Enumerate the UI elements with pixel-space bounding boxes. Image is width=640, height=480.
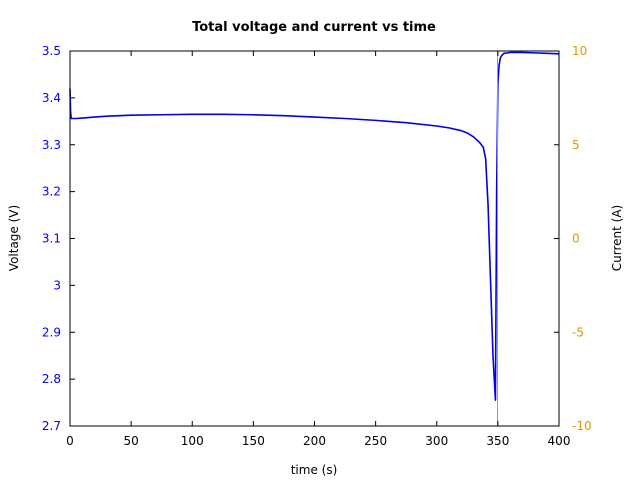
- x-tick-label: 0: [66, 434, 74, 448]
- left-y-ticks: 2.7 2.8 2.9 3 3.1 3.2 3.3 3.4 3.5: [42, 44, 75, 433]
- left-y-axis-label: Voltage (V): [7, 205, 21, 271]
- right-y-tick-label: 10: [572, 44, 587, 58]
- left-y-tick-label: 3.5: [42, 44, 61, 58]
- x-ticks: 0 50 100 150 200 250 300 350 400: [66, 51, 570, 448]
- x-tick-label: 150: [242, 434, 265, 448]
- left-y-tick-label: 2.9: [42, 325, 61, 339]
- right-y-tick-label: -5: [572, 325, 584, 339]
- x-tick-label: 350: [486, 434, 509, 448]
- plot-frame: [69, 50, 560, 427]
- x-tick-label: 100: [181, 434, 204, 448]
- left-y-tick-label: 3: [53, 278, 61, 292]
- left-y-tick-label: 2.8: [42, 372, 61, 386]
- right-y-ticks: -10 -5 0 5 10: [554, 44, 592, 433]
- left-y-tick-label: 3.2: [42, 185, 61, 199]
- x-tick-label: 300: [425, 434, 448, 448]
- x-axis-label: time (s): [291, 463, 338, 477]
- x-tick-label: 250: [364, 434, 387, 448]
- left-y-tick-label: 2.7: [42, 419, 61, 433]
- x-tick-label: 400: [548, 434, 571, 448]
- right-y-tick-label: 0: [572, 232, 580, 246]
- right-y-tick-label: 5: [572, 138, 580, 152]
- left-y-tick-label: 3.3: [42, 138, 61, 152]
- left-y-tick-label: 3.1: [42, 232, 61, 246]
- voltage-series-line: [69, 51, 560, 402]
- plot-series: [69, 51, 560, 426]
- x-tick-label: 50: [123, 434, 138, 448]
- chart-title: Total voltage and current vs time: [192, 20, 436, 35]
- right-y-axis-label: Current (A): [610, 205, 624, 271]
- left-y-tick-label: 3.4: [42, 91, 61, 105]
- x-tick-label: 200: [303, 434, 326, 448]
- right-y-tick-label: -10: [572, 419, 592, 433]
